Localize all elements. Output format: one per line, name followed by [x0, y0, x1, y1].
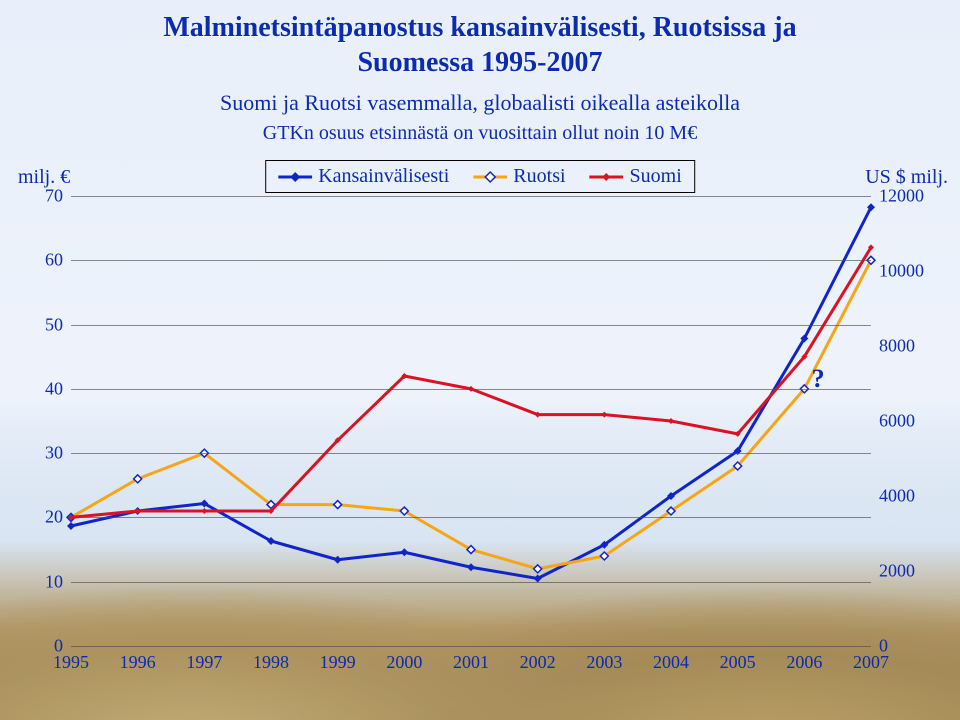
y-left-tick: 40	[13, 378, 63, 399]
gridline	[71, 196, 871, 197]
x-tick: 2006	[786, 652, 822, 673]
series-svg	[71, 196, 871, 646]
legend-item-ruotsi: Ruotsi	[473, 165, 565, 188]
page-title: Malminetsintäpanostus kansainvälisesti, …	[0, 10, 960, 80]
x-tick: 1999	[320, 652, 356, 673]
gridline	[71, 389, 871, 390]
x-tick: 2005	[720, 652, 756, 673]
legend-swatch-suomi	[590, 170, 624, 184]
note-text: GTKn osuus etsinnästä on vuosittain ollu…	[0, 122, 960, 145]
y-right-tick: 12000	[879, 186, 939, 207]
x-tick: 2007	[853, 652, 889, 673]
legend-swatch-kansainvalisesti	[278, 170, 312, 184]
y-left-tick: 10	[13, 571, 63, 592]
gridline	[71, 260, 871, 261]
x-tick: 2002	[520, 652, 556, 673]
x-tick: 2003	[586, 652, 622, 673]
x-tick: 1998	[253, 652, 289, 673]
y-left-tick: 60	[13, 250, 63, 271]
x-tick: 1995	[53, 652, 89, 673]
legend-item-kansainvalisesti: Kansainvälisesti	[278, 165, 449, 188]
y-right-tick: 6000	[879, 411, 939, 432]
chart: ? 01020304050607002000400060008000100001…	[70, 195, 872, 675]
legend: Kansainvälisesti Ruotsi Suomi	[265, 160, 695, 193]
legend-label-ruotsi: Ruotsi	[513, 165, 565, 188]
gridline	[71, 517, 871, 518]
x-tick: 2000	[386, 652, 422, 673]
y-right-tick: 4000	[879, 486, 939, 507]
gridline	[71, 582, 871, 583]
x-tick: 1997	[186, 652, 222, 673]
y-left-tick: 70	[13, 186, 63, 207]
x-tick: 2004	[653, 652, 689, 673]
gridline	[71, 325, 871, 326]
y-right-tick: 2000	[879, 561, 939, 582]
plot-area: ? 01020304050607002000400060008000100001…	[71, 196, 871, 646]
y-right-tick: 8000	[879, 336, 939, 357]
gridline	[71, 646, 871, 647]
title-line-2: Suomessa 1995-2007	[357, 47, 602, 78]
gridline	[71, 453, 871, 454]
legend-label-suomi: Suomi	[630, 165, 682, 188]
y-left-tick: 20	[13, 507, 63, 528]
question-mark-annotation: ?	[812, 364, 825, 394]
x-tick: 1996	[120, 652, 156, 673]
legend-item-suomi: Suomi	[590, 165, 682, 188]
y-left-tick: 50	[13, 314, 63, 335]
subtitle: Suomi ja Ruotsi vasemmalla, globaalisti …	[0, 90, 960, 116]
title-line-1: Malminetsintäpanostus kansainvälisesti, …	[163, 12, 796, 43]
y-left-tick: 30	[13, 443, 63, 464]
y-right-tick: 10000	[879, 261, 939, 282]
legend-swatch-ruotsi	[473, 170, 507, 184]
legend-label-kansainvalisesti: Kansainvälisesti	[318, 165, 449, 188]
x-tick: 2001	[453, 652, 489, 673]
